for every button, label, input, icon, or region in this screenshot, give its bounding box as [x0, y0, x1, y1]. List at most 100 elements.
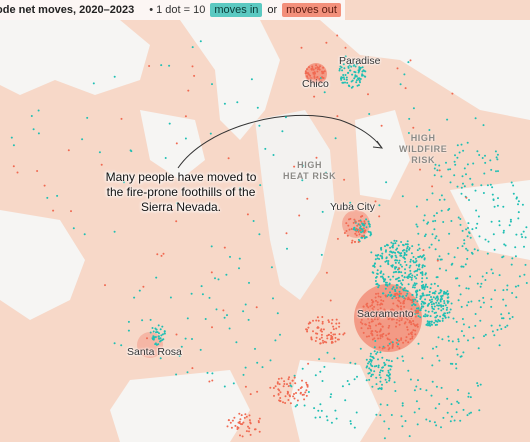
moves-in-dot	[349, 420, 352, 423]
moves-out-dot	[223, 246, 226, 249]
moves-out-dot	[325, 271, 328, 274]
moves-out-dot	[390, 341, 393, 344]
moves-out-dot	[373, 305, 376, 308]
moves-out-dot	[409, 298, 412, 301]
moves-in-dot	[431, 310, 434, 313]
moves-in-dot	[186, 371, 189, 374]
moves-in-dot	[430, 394, 433, 397]
moves-in-dot	[443, 302, 446, 305]
moves-in-dot	[417, 315, 420, 318]
moves-out-dot	[406, 326, 409, 329]
moves-in-dot	[428, 322, 431, 325]
moves-in-dot	[440, 309, 443, 312]
moves-in-dot	[435, 345, 438, 348]
moves-out-dot	[239, 434, 241, 437]
moves-out-dot	[243, 416, 246, 419]
map-legend-header: ode net moves, 2020–2023 • 1 dot = 10 mo…	[0, 0, 345, 20]
moves-in-dot	[420, 307, 423, 310]
moves-out-dot	[327, 334, 330, 336]
moves-out-dot	[395, 325, 397, 328]
moves-in-dot	[402, 295, 404, 298]
moves-out-dot	[377, 308, 379, 311]
moves-in-dot	[404, 272, 407, 274]
moves-in-dot	[473, 248, 476, 251]
moves-in-dot	[120, 344, 123, 347]
moves-in-dot	[210, 245, 213, 248]
moves-in-dot	[449, 308, 452, 311]
moves-out-dot	[351, 239, 354, 242]
moves-in-dot	[382, 278, 385, 281]
moves-in-dot	[419, 388, 422, 390]
moves-in-dot	[410, 276, 413, 279]
moves-out-dot	[344, 46, 347, 49]
moves-out-dot	[379, 323, 382, 326]
moves-out-dot	[416, 325, 419, 328]
moves-in-dot	[431, 305, 433, 308]
moves-in-dot	[490, 268, 493, 271]
moves-in-dot	[438, 267, 441, 270]
moves-in-dot	[354, 71, 357, 74]
moves-in-dot	[495, 156, 498, 159]
moves-in-dot	[425, 277, 428, 280]
moves-in-dot	[451, 262, 454, 265]
moves-in-dot	[319, 370, 322, 373]
moves-in-dot	[517, 211, 520, 214]
moves-in-dot	[208, 204, 211, 207]
moves-out-dot	[378, 215, 381, 218]
moves-in-dot	[381, 356, 384, 359]
moves-out-dot	[257, 420, 260, 422]
key-connector: or	[267, 4, 278, 16]
moves-in-dot	[209, 132, 212, 135]
moves-out-dot	[227, 157, 230, 160]
moves-in-dot	[478, 409, 481, 412]
moves-in-dot	[381, 275, 384, 278]
moves-out-dot	[310, 79, 313, 82]
moves-in-dot	[458, 284, 461, 287]
moves-in-dot	[429, 324, 432, 327]
moves-in-dot	[368, 225, 371, 228]
moves-out-dot	[402, 341, 405, 344]
moves-out-dot	[391, 308, 394, 311]
moves-in-dot	[484, 161, 487, 164]
moves-in-dot	[446, 411, 449, 414]
moves-in-dot	[355, 81, 358, 84]
moves-in-dot	[379, 376, 382, 379]
moves-in-dot	[419, 316, 422, 319]
moves-out-dot	[222, 309, 225, 312]
moves-in-dot	[438, 359, 441, 362]
moves-in-dot	[92, 82, 95, 85]
moves-out-dot	[350, 241, 353, 244]
moves-in-dot	[446, 293, 449, 296]
moves-out-dot	[396, 345, 399, 348]
moves-in-dot	[414, 284, 417, 286]
moves-in-dot	[228, 327, 231, 330]
moves-in-dot	[416, 300, 419, 303]
moves-out-dot	[355, 227, 358, 230]
moves-in-dot	[163, 330, 166, 333]
moves-out-dot	[335, 322, 338, 325]
moves-in-dot	[404, 420, 407, 422]
moves-in-dot	[46, 196, 49, 199]
moves-out-dot	[371, 320, 374, 323]
moves-in-dot	[276, 312, 279, 315]
moves-in-dot	[482, 296, 485, 299]
moves-in-dot	[421, 271, 424, 274]
moves-in-dot	[454, 163, 457, 166]
moves-in-dot	[406, 243, 409, 246]
moves-in-dot	[525, 226, 528, 229]
moves-in-dot	[191, 338, 193, 340]
moves-out-dot	[307, 326, 310, 329]
moves-in-dot	[436, 296, 439, 299]
moves-in-dot	[354, 65, 357, 68]
moves-in-dot	[344, 81, 346, 84]
moves-in-dot	[498, 274, 501, 277]
moves-out-dot	[308, 321, 311, 324]
moves-in-dot	[378, 374, 381, 376]
moves-in-dot	[394, 259, 397, 262]
moves-in-dot	[350, 86, 353, 89]
moves-in-dot	[199, 348, 202, 351]
moves-out-dot	[376, 303, 379, 306]
moves-in-dot	[416, 225, 419, 228]
moves-in-dot	[401, 195, 404, 198]
moves-in-dot	[447, 335, 450, 338]
